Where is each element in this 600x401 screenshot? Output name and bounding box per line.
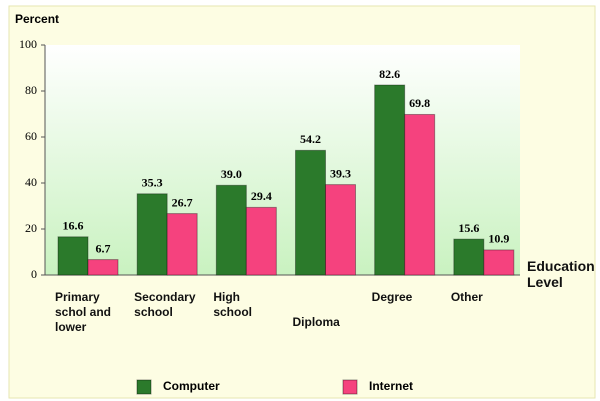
bar	[325, 184, 356, 276]
y-tick-label: 40	[25, 175, 37, 189]
bar	[295, 149, 326, 276]
value-label: 6.7	[96, 241, 111, 255]
bar	[374, 84, 406, 276]
x-tick-label: Degree	[371, 290, 413, 304]
bar	[136, 193, 168, 276]
x-tick-label: Primary schol and lower	[55, 290, 112, 334]
value-label: 10.9	[488, 232, 509, 246]
value-label: 26.7	[172, 195, 193, 209]
y-tick-label: 0	[31, 267, 37, 281]
legend-swatch	[342, 379, 358, 395]
value-label: 82.6	[379, 67, 400, 81]
value-label: 29.4	[251, 189, 272, 203]
bar	[245, 206, 277, 276]
bar	[404, 113, 436, 276]
value-label: 39.3	[330, 166, 351, 180]
plot-area	[45, 45, 520, 275]
value-label: 39.0	[221, 167, 242, 181]
legend-label: Internet	[369, 379, 413, 393]
bar	[166, 213, 198, 276]
value-label: 69.8	[409, 96, 430, 110]
bar	[453, 238, 485, 276]
x-tick-label: Other	[450, 290, 483, 304]
x-tick-label: Secondary school	[134, 290, 196, 319]
y-axis-title: Percent	[15, 12, 59, 26]
bar	[483, 249, 515, 276]
legend-swatch	[136, 379, 152, 395]
y-tick-label: 20	[25, 221, 37, 235]
x-axis-title: Education Level	[527, 258, 595, 290]
value-label: 35.3	[142, 176, 163, 190]
y-tick-label: 100	[19, 37, 37, 51]
y-tick-label: 80	[25, 83, 37, 97]
bar	[87, 259, 119, 276]
x-tick-label: High school	[213, 290, 252, 319]
value-label: 16.6	[63, 219, 84, 233]
bar	[215, 184, 247, 276]
x-tick-label: Diploma	[292, 315, 340, 329]
value-label: 15.6	[458, 221, 479, 235]
legend-label: Computer	[163, 379, 220, 393]
value-label: 54.2	[300, 132, 321, 146]
bar	[57, 236, 89, 276]
y-tick-label: 60	[25, 129, 37, 143]
